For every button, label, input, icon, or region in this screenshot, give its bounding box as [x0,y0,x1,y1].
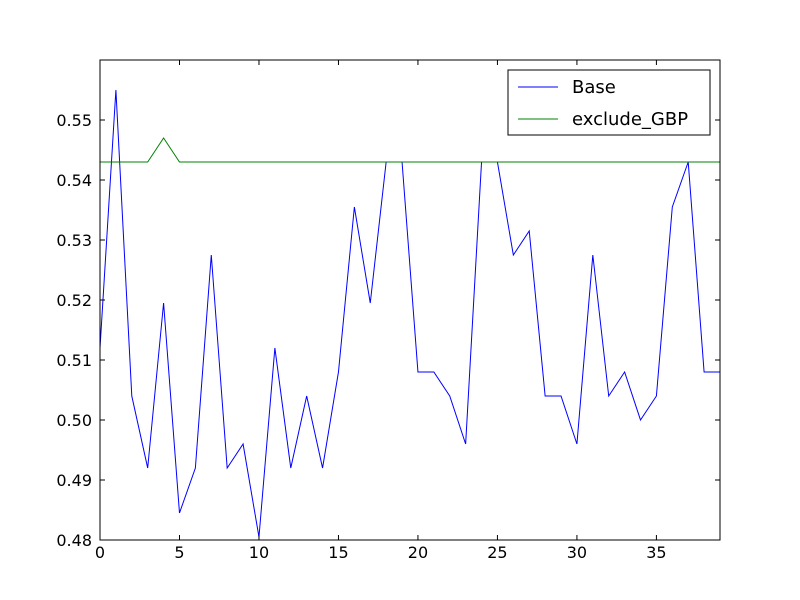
legend: Base exclude_GBP [507,69,711,136]
series-line-base [99,89,720,538]
y-tick-label: 0.53 [56,231,92,250]
x-tick-label: 30 [567,543,587,562]
y-tick-label: 0.49 [56,471,92,490]
series-line-exclude-gbp [100,137,720,163]
x-tick-label: 5 [174,543,184,562]
legend-label-exclude-gbp: exclude_GBP [572,109,688,130]
y-tick-label: 0.54 [56,171,92,190]
y-tick-label: 0.50 [56,411,92,430]
axis-ticks: 0 5 10 15 20 25 30 35 0.48 0.49 0.50 0.51 0.52 0.53 0.… [56,60,720,562]
x-tick-label: 20 [408,543,428,562]
legend-label-base: Base [572,77,616,98]
y-tick-label: 0.52 [56,291,92,310]
x-tick-label: 25 [487,543,507,562]
legend-box [507,69,711,136]
y-tick-label: 0.55 [56,111,92,130]
x-tick-label: 0 [95,543,105,562]
x-tick-label: 10 [249,543,269,562]
series-layer [99,89,720,538]
y-tick-label: 0.51 [56,351,92,370]
y-tick-label: 0.48 [56,531,92,550]
x-tick-label: 15 [328,543,348,562]
x-tick-label: 35 [646,543,666,562]
